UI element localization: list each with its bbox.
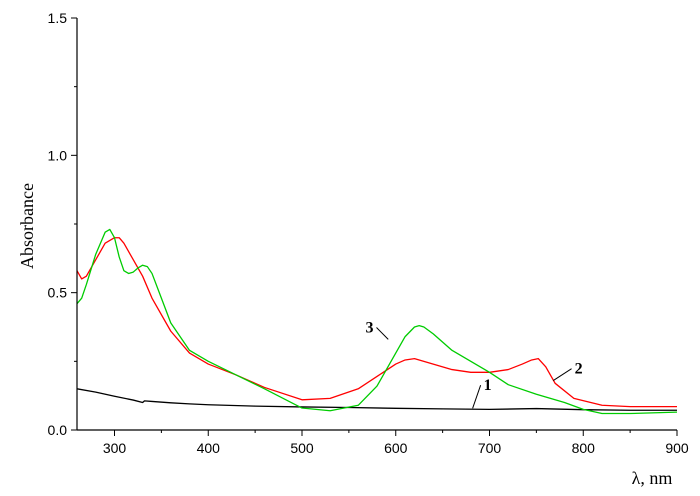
- label-layer: 1 2 3: [366, 319, 583, 409]
- x-tick-label: 300: [103, 440, 127, 456]
- series-1-line: [77, 388, 677, 411]
- y-tick-label: 0.0: [48, 422, 68, 438]
- y-tick-label: 1.5: [48, 10, 68, 26]
- curve-2-label: 2: [575, 361, 583, 378]
- series-2-line: [77, 237, 677, 408]
- plot-layer: [77, 228, 677, 415]
- curve-1-leader-line: [472, 385, 482, 409]
- curve-1-label: 1: [484, 377, 492, 394]
- x-tick-label: 700: [478, 440, 502, 456]
- x-tick-label: 800: [572, 440, 596, 456]
- y-tick-label: 1.0: [48, 147, 68, 163]
- x-tick-label: 500: [290, 440, 314, 456]
- series-3-line: [77, 228, 677, 415]
- y-axis-title: Absorbance: [17, 183, 37, 269]
- curve-3-leader-line: [376, 327, 389, 340]
- x-axis-title: λ, nm: [632, 468, 673, 488]
- x-tick-label: 900: [665, 440, 689, 456]
- x-tick-label: 600: [384, 440, 408, 456]
- y-tick-label: 0.5: [48, 285, 68, 301]
- x-tick-label: 400: [197, 440, 221, 456]
- curve-3-label: 3: [366, 319, 374, 336]
- curve-2-leader-line: [552, 368, 572, 381]
- axis-layer: 300 400 500 600 700 800 900 0.0 0.5 1.0 1.5: [48, 10, 689, 456]
